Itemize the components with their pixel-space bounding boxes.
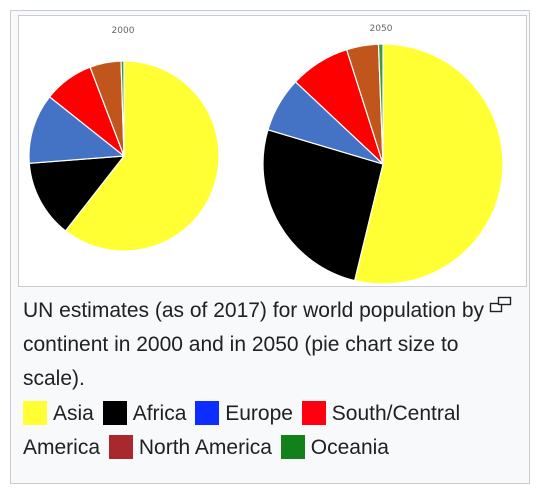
legend-swatch-north-america: [109, 435, 133, 459]
legend: Asia Africa Europe South/Central America…: [23, 397, 523, 465]
legend-label-oceania: Oceania: [311, 436, 389, 459]
legend-swatch-africa: [103, 401, 127, 425]
legend-swatch-south-central-america: [302, 401, 326, 425]
legend-item-africa: Africa: [103, 402, 187, 425]
legend-label-north-america: North America: [139, 436, 272, 459]
legend-item-asia: Asia: [23, 402, 94, 425]
legend-swatch-oceania: [281, 435, 305, 459]
pie-charts-image[interactable]: 2000 2050: [18, 15, 527, 287]
pie-2050-title: 2050: [370, 24, 393, 34]
legend-label-america: America: [23, 436, 100, 459]
pie-2050: [263, 44, 503, 284]
pie-charts-svg: 2000 2050: [19, 16, 526, 286]
legend-label-south-central: South/Central: [332, 402, 460, 425]
legend-label-asia: Asia: [53, 402, 94, 425]
legend-item-europe: Europe: [195, 402, 293, 425]
legend-label-europe: Europe: [225, 402, 293, 425]
figure-caption: UN estimates (as of 2017) for world popu…: [23, 294, 493, 396]
pie-2000-title: 2000: [112, 26, 135, 36]
legend-swatch-asia: [23, 401, 47, 425]
legend-label-africa: Africa: [133, 402, 187, 425]
legend-item-oceania: Oceania: [281, 436, 389, 459]
legend-item-north-america: North America: [109, 436, 272, 459]
legend-item-south-central-america: South/Central: [302, 402, 460, 425]
pie-2000: [29, 61, 219, 251]
legend-swatch-europe: [195, 401, 219, 425]
